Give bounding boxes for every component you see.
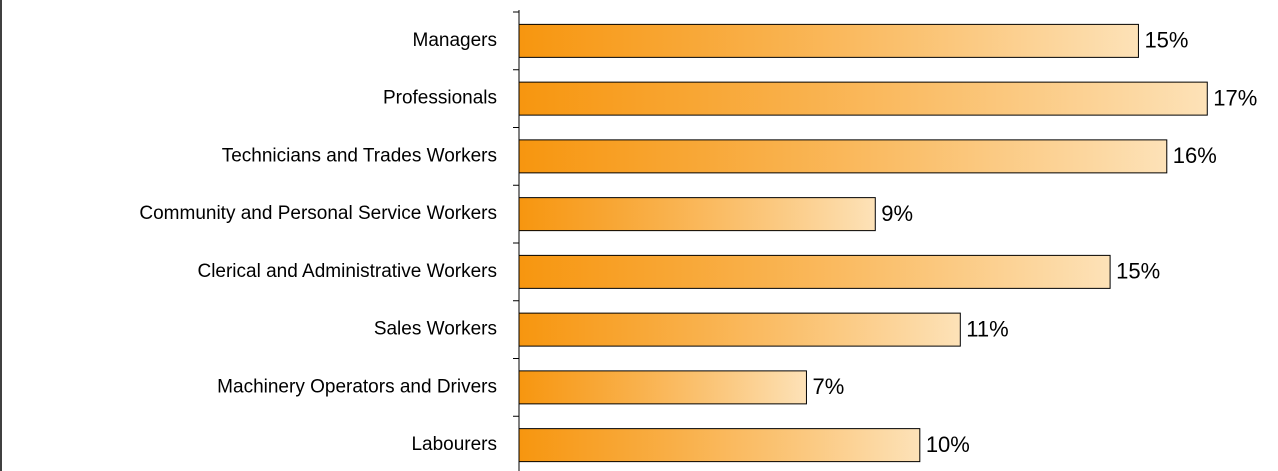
data-label: 15%	[1116, 259, 1160, 284]
data-label: 11%	[966, 316, 1008, 341]
bar	[518, 428, 921, 463]
data-label: 9%	[881, 201, 913, 226]
bar	[518, 197, 876, 232]
y-tick-label: Labourers	[411, 434, 497, 455]
y-tick-label: Technicians and Trades Workers	[222, 145, 497, 166]
y-tick-label: Professionals	[383, 88, 497, 109]
y-tick-label: Machinery Operators and Drivers	[217, 376, 497, 397]
y-tick-label: Clerical and Administrative Workers	[197, 261, 497, 282]
bar	[518, 23, 1139, 58]
data-label: 10%	[926, 432, 970, 457]
bar	[518, 312, 961, 347]
y-tick-label: Sales Workers	[374, 319, 497, 340]
y-tick-label: Community and Personal Service Workers	[139, 203, 497, 224]
data-label: 15%	[1144, 28, 1188, 53]
y-tick-label: Managers	[413, 30, 498, 51]
data-label: 7%	[812, 374, 844, 399]
bar	[518, 370, 807, 405]
data-label: 16%	[1173, 143, 1217, 168]
bar	[518, 254, 1111, 289]
bar	[518, 81, 1208, 116]
bar	[518, 139, 1168, 174]
data-label: 17%	[1213, 85, 1257, 110]
